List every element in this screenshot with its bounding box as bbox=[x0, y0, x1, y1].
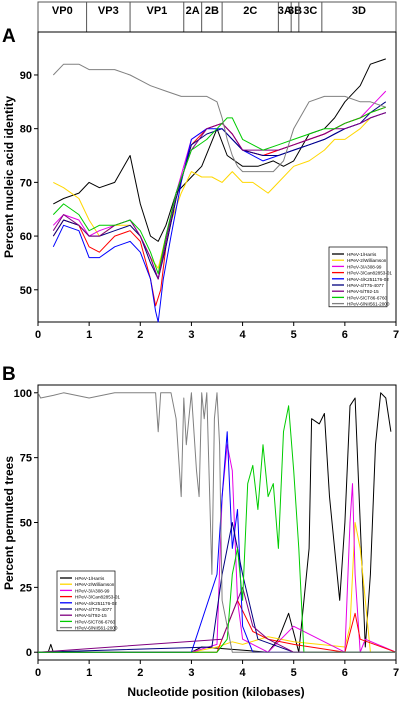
y-tick-label: 70 bbox=[20, 177, 32, 189]
x-tick-label: 4 bbox=[240, 329, 247, 341]
panel-b-axes: 0 1 2 3 4 5 6 7 0 25 50 75 100 bbox=[14, 384, 399, 679]
genome-region-label: VP3 bbox=[98, 5, 119, 17]
series-line-hpev-5-t92-15 bbox=[52, 112, 386, 280]
x-tick-label: 5 bbox=[291, 329, 297, 341]
series-line-hpev-6-nii561-2000 bbox=[52, 63, 386, 173]
genome-region-label: 2C bbox=[243, 5, 257, 17]
genome-region-label: 2A bbox=[186, 5, 200, 17]
legend-entry: HPeV-1/Harris bbox=[75, 576, 105, 581]
x-tick-label: 1 bbox=[86, 667, 92, 679]
y-tick-label: 25 bbox=[20, 582, 32, 594]
genome-region-label: 3D bbox=[352, 5, 366, 17]
series-line-hpev-5-ct86-6760 bbox=[52, 106, 386, 275]
legend-entry: HPeV-5/T92-15 bbox=[347, 289, 379, 294]
panel-a-label: A bbox=[2, 26, 16, 47]
genome-region-label: VP1 bbox=[147, 5, 168, 17]
plot-frame bbox=[37, 31, 397, 323]
legend-entry: HPeV-4/T75-4077 bbox=[347, 283, 384, 288]
panel-b: B 0 1 2 3 4 5 6 7 0 25 50 75 100 Percent permuted tr… bbox=[2, 364, 399, 699]
legend-entry: HPeV-5/CT86-6760 bbox=[75, 619, 116, 624]
panel-b-label: B bbox=[2, 364, 16, 385]
series-line-hpev-2-williamson bbox=[38, 522, 396, 653]
legend-entry: HPeV-5/T92-15 bbox=[75, 613, 107, 618]
legend-entry: HPeV-6/NII561-2000 bbox=[75, 626, 118, 631]
x-tick-label: 4 bbox=[240, 667, 247, 679]
legend-entry: HPeV-6/NII561-2000 bbox=[347, 302, 390, 307]
series-line-hpev-4-t75-4077 bbox=[52, 101, 387, 280]
x-tick-label: 6 bbox=[342, 667, 348, 679]
panel-a-ylabel: Percent nucleic acid identity bbox=[2, 96, 16, 258]
genome-region-label: 3A bbox=[278, 5, 292, 17]
y-tick-label: 0 bbox=[26, 647, 32, 659]
legend-entry: HPeV-3/Can82853-01 bbox=[75, 595, 120, 600]
panel-a-axes: 0 1 2 3 4 5 6 7 50 60 70 80 90 bbox=[20, 31, 399, 341]
x-tick-label: 6 bbox=[342, 329, 348, 341]
genome-region-label: 3C bbox=[303, 5, 317, 17]
y-tick-label: 50 bbox=[20, 285, 32, 297]
legend-entry: HPeV-4/K251176-02 bbox=[75, 601, 117, 606]
genome-region-label: 2B bbox=[205, 5, 219, 17]
y-tick-label: 50 bbox=[20, 518, 32, 530]
x-tick-label: 1 bbox=[86, 329, 92, 341]
x-tick-label: 2 bbox=[137, 667, 143, 679]
legend-entry: HPeV-3/A308-99 bbox=[75, 588, 110, 593]
legend-entry: HPeV-5/CT86-6760 bbox=[347, 295, 388, 300]
series-line-hpev-1-harris bbox=[53, 58, 386, 242]
x-tick-label: 3 bbox=[188, 667, 194, 679]
legend-entry: HPeV-2/Williamson bbox=[347, 258, 387, 263]
y-tick-label: 75 bbox=[20, 453, 32, 465]
legend-entry: HPeV-3/Can82853-01 bbox=[347, 271, 392, 276]
genome-region-label: VP0 bbox=[52, 5, 73, 17]
panel-b-series bbox=[37, 392, 397, 653]
panel-a: A 0 1 2 3 4 5 6 7 50 60 70 80 90 Percent nucleic aci… bbox=[2, 26, 399, 341]
y-tick-label: 80 bbox=[20, 124, 32, 136]
genome-region-label: 3B bbox=[288, 5, 302, 17]
x-tick-label: 0 bbox=[35, 329, 41, 341]
x-tick-label: 3 bbox=[188, 329, 194, 341]
x-tick-label: 7 bbox=[393, 329, 399, 341]
x-tick-label: 7 bbox=[393, 667, 399, 679]
panel-a-series bbox=[52, 58, 387, 323]
legend-entry: HPeV-3/A308-99 bbox=[347, 264, 382, 269]
legend-entry: HPeV-1/Harris bbox=[347, 252, 377, 257]
panel-b-legend: HPeV-1/HarrisHPeV-2/WilliamsonHPeV-3/A30… bbox=[56, 570, 120, 632]
series-line-hpev-6-nii561-2000 bbox=[37, 392, 396, 653]
legend-entry: HPeV-2/Williamson bbox=[75, 582, 115, 587]
y-tick-label: 60 bbox=[20, 231, 32, 243]
series-line-hpev-5-t92-15 bbox=[37, 586, 396, 653]
panel-b-ylabel: Percent permuted trees bbox=[2, 456, 16, 590]
x-tick-label: 0 bbox=[35, 667, 41, 679]
y-tick-label: 90 bbox=[20, 70, 32, 82]
x-tick-label: 2 bbox=[137, 329, 143, 341]
legend-entry: HPeV-4/K251176-02 bbox=[347, 277, 389, 282]
x-tick-label: 5 bbox=[291, 667, 297, 679]
panel-a-legend: HPeV-1/HarrisHPeV-2/WilliamsonHPeV-3/A30… bbox=[328, 246, 392, 308]
legend-entry: HPeV-4/T75-4077 bbox=[75, 607, 112, 612]
series-line-hpev-5-ct86-6760 bbox=[38, 405, 396, 653]
panel-b-xlabel: Nucleotide position (kilobases) bbox=[127, 685, 304, 699]
y-tick-label: 100 bbox=[14, 388, 32, 400]
